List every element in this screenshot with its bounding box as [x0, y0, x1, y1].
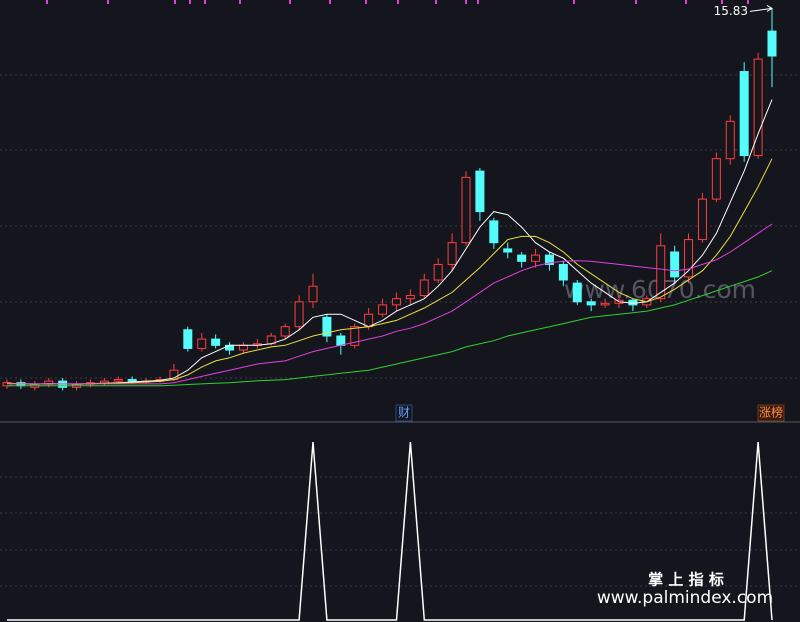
candle-body — [600, 302, 610, 306]
moving-average — [7, 223, 773, 385]
main-pane — [2, 8, 777, 391]
indicator-line — [7, 441, 773, 621]
candle-body — [447, 242, 457, 265]
candle-body — [364, 313, 374, 328]
candle-body — [378, 304, 388, 315]
moving-average — [7, 270, 773, 387]
candle-body — [238, 344, 248, 351]
candle-body — [517, 254, 527, 262]
annotation: 涨榜 — [759, 405, 783, 420]
footer-url: www.palmindex.com — [597, 588, 773, 608]
candle-body — [684, 239, 694, 278]
candle-body — [308, 285, 318, 303]
annotation: 财 — [398, 406, 410, 420]
candle-body — [711, 158, 721, 200]
candle-body — [336, 335, 346, 346]
signal-row — [46, 0, 749, 4]
candle-body — [656, 245, 666, 300]
candle-body — [531, 254, 541, 262]
candle-body — [322, 316, 332, 337]
candle-body — [767, 30, 777, 57]
candle-body — [280, 326, 290, 337]
candle-body — [461, 176, 471, 244]
candle-body — [572, 282, 582, 303]
candle-body — [697, 198, 707, 241]
candle-body — [753, 58, 763, 157]
candle-body — [725, 120, 735, 160]
candle-body — [391, 298, 401, 306]
annotation-box — [395, 404, 413, 422]
candle-body — [197, 338, 207, 349]
moving-average — [6, 158, 773, 385]
indicator-pane — [7, 441, 773, 621]
footer-title: 掌 上 指 标 — [648, 571, 724, 589]
high-label: 15.83 — [714, 4, 748, 18]
candle-body — [405, 295, 415, 300]
candle-body — [503, 248, 513, 253]
candle-body — [433, 263, 443, 281]
candle-body — [586, 301, 596, 306]
candle-body — [294, 301, 304, 328]
high-arrow — [749, 4, 773, 12]
candle-body — [211, 338, 221, 346]
annotation-box — [757, 404, 785, 422]
candle-body — [489, 220, 499, 244]
candle-body — [127, 379, 137, 382]
candle-body — [670, 251, 680, 278]
candle-body — [558, 263, 568, 281]
candle-body — [739, 71, 749, 157]
moving-average — [6, 99, 773, 385]
candle-body — [475, 170, 485, 213]
candle-body — [350, 326, 360, 346]
candle-body — [183, 329, 193, 349]
candle-body — [419, 279, 429, 297]
candle-body — [113, 379, 123, 382]
candle-body — [544, 254, 554, 265]
